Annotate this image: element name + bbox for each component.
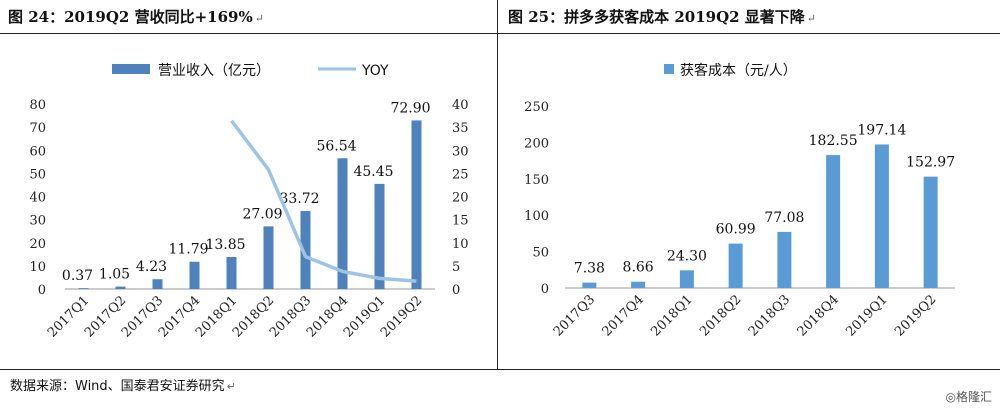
y-tick-label: 20 xyxy=(29,237,46,252)
line-yoy xyxy=(230,119,417,283)
data-label-cost: 7.38 xyxy=(574,261,605,277)
data-label-cost: 152.97 xyxy=(906,155,955,171)
bar-revenue xyxy=(411,120,422,289)
top-rule xyxy=(0,33,1000,34)
data-label-revenue: 72.90 xyxy=(390,100,430,116)
y2-tick-label: 30 xyxy=(452,144,469,159)
bar-revenue xyxy=(263,226,274,289)
left-title-text: 图 24：2019Q2 营收同比+169% xyxy=(8,8,253,26)
x-tick-label: 2018Q4 xyxy=(795,292,842,339)
y-tick-label: 100 xyxy=(524,209,549,224)
bar-revenue xyxy=(374,183,385,289)
legend-label-cost: 获客成本（元/人） xyxy=(680,62,797,79)
y-tick-label: 50 xyxy=(532,246,549,261)
bar-revenue xyxy=(152,279,163,289)
revenue-chart: 营业收入（亿元） YOY 0 10 20 30 40 50 60 70 80 0 5 10 15 20 25 30… xyxy=(29,63,469,341)
bar-revenue xyxy=(226,256,237,289)
paragraph-mark-icon: ↵ xyxy=(254,12,264,25)
y2-tick-label: 0 xyxy=(452,283,460,298)
data-label-revenue: 0.37 xyxy=(62,268,93,284)
legend-label-revenue: 营业收入（亿元） xyxy=(158,63,270,79)
data-label-revenue: 1.05 xyxy=(99,267,130,283)
data-label-revenue: 33.72 xyxy=(279,191,319,207)
x-tick-label: 2019Q2 xyxy=(892,292,939,339)
data-label-revenue: 27.09 xyxy=(242,206,282,222)
legend-swatch-cost xyxy=(664,64,674,74)
x-tick-label: 2018Q1 xyxy=(648,292,695,339)
bar-revenue xyxy=(300,211,311,289)
y-tick-label: 40 xyxy=(29,191,46,206)
x-tick-label: 2017Q3 xyxy=(551,292,598,339)
bar-revenue xyxy=(78,288,89,289)
y-tick-label: 50 xyxy=(29,167,46,182)
center-divider xyxy=(497,0,498,370)
bar-revenue xyxy=(189,261,200,289)
y2-tick-label: 5 xyxy=(452,260,460,275)
bar-cost xyxy=(582,282,597,288)
bar-cost xyxy=(679,270,694,288)
paragraph-mark-icon: ↵ xyxy=(226,380,236,393)
data-label-revenue: 4.23 xyxy=(136,259,167,275)
legend-label-yoy: YOY xyxy=(361,63,389,79)
data-label-cost: 8.66 xyxy=(623,260,654,276)
y-tick-label: 200 xyxy=(524,136,549,151)
x-tick-label: 2017Q4 xyxy=(600,292,647,339)
right-title-text: 图 25：拼多多获客成本 2019Q2 显著下降 xyxy=(508,8,805,26)
y2-tick-label: 10 xyxy=(452,237,469,252)
data-label-revenue: 11.79 xyxy=(168,242,208,258)
y-tick-label: 0 xyxy=(541,282,549,297)
data-label-cost: 77.08 xyxy=(764,210,804,226)
acquisition-cost-chart: 获客成本（元/人） 0 50 100 150 200 250 7.38 2017Q3 8.66 20… xyxy=(524,62,955,340)
y-tick-label: 10 xyxy=(29,260,46,275)
y-tick-label: 80 xyxy=(29,98,46,113)
bar-revenue xyxy=(115,286,126,289)
y-tick-label: 70 xyxy=(29,121,46,136)
data-label-revenue: 13.85 xyxy=(205,237,245,253)
x-tick-label: 2018Q2 xyxy=(697,292,744,339)
bar-cost xyxy=(631,281,646,288)
y-tick-label: 60 xyxy=(29,144,46,159)
y-tick-label: 250 xyxy=(524,100,549,115)
y-tick-label: 0 xyxy=(38,283,46,298)
y2-tick-label: 15 xyxy=(452,214,469,229)
watermark-logo: ◎格隆汇 xyxy=(945,390,992,404)
y-tick-label: 150 xyxy=(524,173,549,188)
paragraph-mark-icon: ↵ xyxy=(806,12,817,25)
bar-cost xyxy=(777,231,792,288)
data-label-revenue: 45.45 xyxy=(353,164,393,180)
source-note: 数据来源：Wind、国泰君安证券研究 ↵ xyxy=(10,375,236,394)
y2-tick-label: 20 xyxy=(452,191,469,206)
bar-cost xyxy=(728,243,743,288)
y-tick-label: 30 xyxy=(29,214,46,229)
x-tick-label: 2018Q3 xyxy=(746,292,793,339)
source-text: 数据来源：Wind、国泰君安证券研究 xyxy=(10,379,225,394)
legend-swatch-revenue xyxy=(112,64,150,74)
left-figure-title: 图 24：2019Q2 营收同比+169% ↵ xyxy=(8,6,264,27)
bar-revenue xyxy=(337,158,348,289)
right-figure-title: 图 25：拼多多获客成本 2019Q2 显著下降 ↵ xyxy=(508,6,816,27)
y2-tick-label: 35 xyxy=(452,121,469,136)
bar-cost xyxy=(826,155,841,288)
bar-cost xyxy=(874,144,889,288)
bottom-rule xyxy=(0,369,1000,370)
data-label-cost: 24.30 xyxy=(667,248,707,264)
data-label-cost: 197.14 xyxy=(857,122,906,138)
y2-tick-label: 40 xyxy=(452,98,469,113)
data-label-cost: 60.99 xyxy=(716,222,756,238)
bar-cost xyxy=(923,176,938,288)
data-label-cost: 182.55 xyxy=(809,133,858,149)
data-label-revenue: 56.54 xyxy=(316,138,356,154)
y2-tick-label: 25 xyxy=(452,167,469,182)
x-tick-label: 2019Q1 xyxy=(843,292,890,339)
